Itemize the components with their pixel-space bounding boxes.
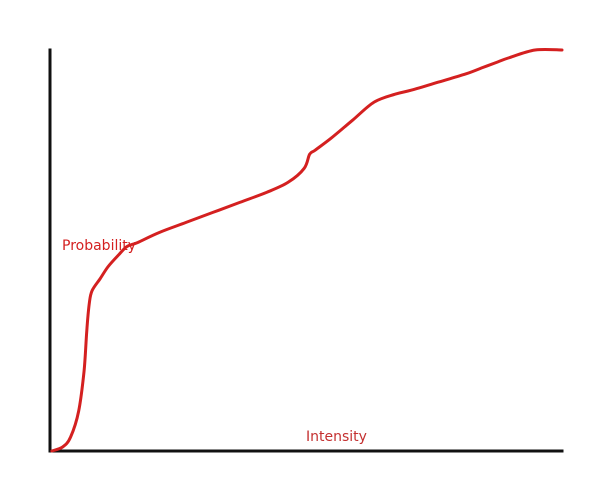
probability-series-label: Probability (62, 238, 136, 254)
axes (48, 48, 564, 453)
probability-series-line (50, 47, 564, 453)
x-axis-label: Intensity (306, 429, 367, 445)
